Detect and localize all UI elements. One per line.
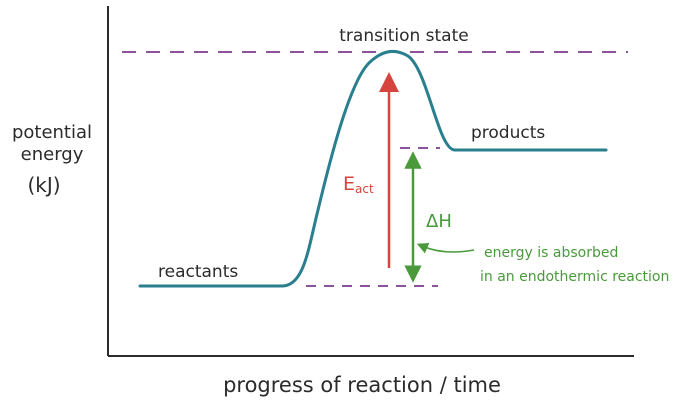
activation-energy-label: Eact: [343, 173, 374, 196]
x-axis-label: progress of reaction / time: [223, 373, 501, 397]
enthalpy-change-label: ΔH: [426, 211, 452, 232]
activation-energy-subscript: act: [355, 182, 374, 196]
endothermic-note-line1: energy is absorbed: [484, 245, 618, 261]
reactants-label: reactants: [158, 262, 238, 282]
note-pointer: [416, 243, 475, 254]
energy-curve: [138, 50, 608, 288]
y-axis-label-line2: energy: [21, 144, 84, 165]
endothermic-note-line2: in an endothermic reaction: [480, 269, 669, 285]
transition-state-label: transition state: [339, 26, 468, 46]
activation-energy-symbol: E: [343, 173, 355, 195]
y-axis-label-line1: potential: [12, 122, 92, 143]
y-axis-label-line3: (kJ): [27, 173, 60, 197]
products-label: products: [471, 123, 545, 143]
